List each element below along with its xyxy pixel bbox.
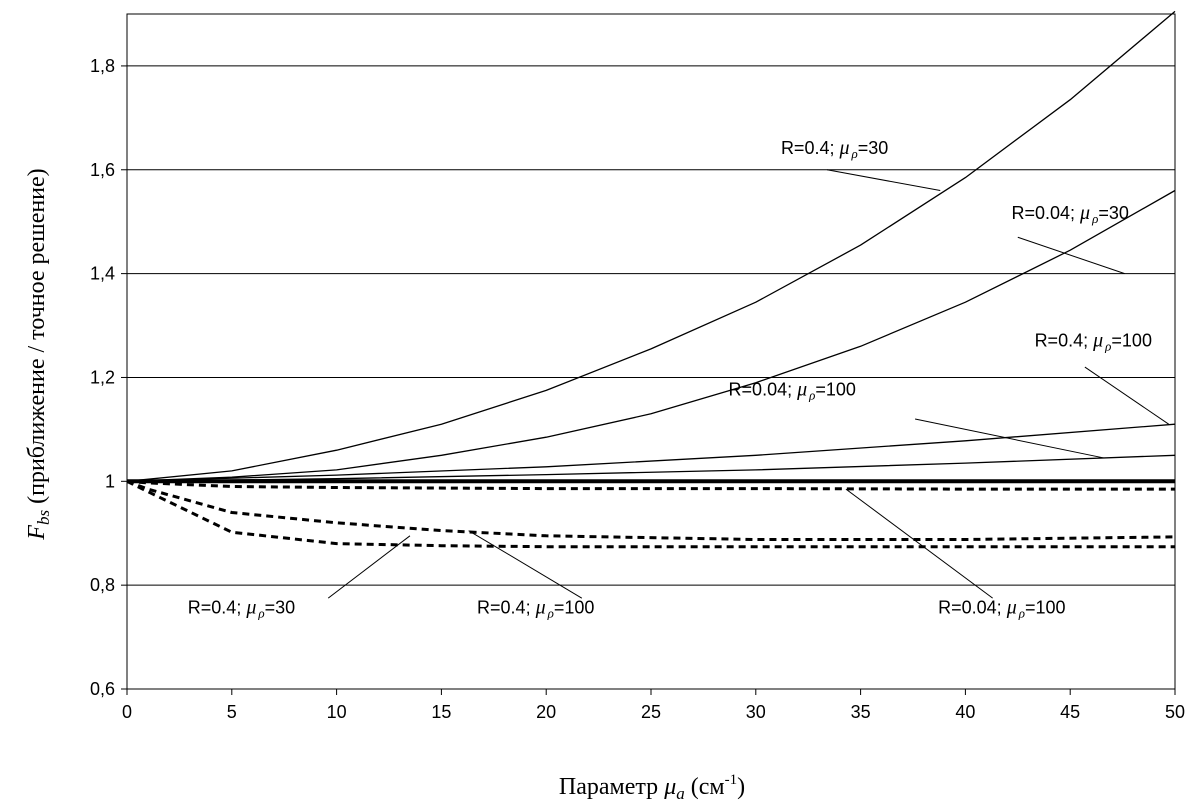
tick-labels: 0,6 0,8 1 1,2 1,4 1,6 1,8 0 5 10 15 20 25 30 35 40 45 50 — [90, 56, 1185, 722]
x-tick-label: 50 — [1165, 702, 1185, 722]
annotation-pointer — [845, 488, 993, 599]
annotation-label: R=0.4; μ ρ=30 — [781, 137, 888, 161]
series-line-6 — [126, 479, 1175, 491]
x-tick-label: 20 — [536, 702, 556, 722]
x-tick-label: 0 — [122, 702, 132, 722]
y-tick-label: 0,6 — [90, 679, 115, 699]
y-tick-label: 1,4 — [90, 264, 115, 284]
x-tick-label: 35 — [851, 702, 871, 722]
series-line-4 — [126, 454, 1176, 482]
annotation-label: R=0.04; μ ρ=30 — [1012, 202, 1129, 226]
series-line-2 — [126, 189, 1176, 482]
grid-lines — [127, 65, 1175, 586]
y-tick-label: 1 — [105, 471, 115, 491]
annotation-pointer — [468, 530, 583, 599]
annotation-pointer — [826, 169, 941, 192]
annotation-label: R=0.04; μ ρ=100 — [938, 597, 1065, 621]
x-tick-label: 10 — [327, 702, 347, 722]
axes — [121, 13, 1176, 695]
x-axis-title: Параметр μa (см-1) — [559, 772, 745, 803]
plot-frame — [126, 13, 1176, 690]
annotation-label: R=0.4; μ ρ=100 — [1035, 329, 1152, 353]
annotations: R=0.4; μ ρ=30 R=0.04; μ ρ=30 R=0.4; μ ρ=100 R=… — [188, 137, 1169, 621]
annotation-pointer — [327, 535, 411, 599]
x-tick-label: 30 — [746, 702, 766, 722]
annotation-label: R=0.4; μ ρ=30 — [188, 597, 295, 621]
y-tick-label: 0,8 — [90, 575, 115, 595]
x-tick-label: 45 — [1060, 702, 1080, 722]
x-tick-label: 15 — [431, 702, 451, 722]
y-tick-label: 1,2 — [90, 367, 115, 387]
series-line-7 — [126, 479, 1176, 541]
y-axis-title: Fbs (приближение / точное решение) — [24, 168, 53, 540]
y-tick-label: 1,8 — [90, 56, 115, 76]
series-line-8 — [126, 479, 1175, 549]
x-tick-label: 5 — [227, 702, 237, 722]
annotation-pointer — [1084, 366, 1169, 425]
series-line-3 — [126, 423, 1176, 482]
annotation-label: R=0.4; μ ρ=100 — [477, 597, 594, 621]
series-group — [126, 10, 1176, 549]
y-tick-label: 1,6 — [90, 160, 115, 180]
series-line-1 — [126, 10, 1176, 482]
annotation-pointer — [1017, 236, 1125, 275]
annotation-label: R=0.04; μ ρ=100 — [729, 379, 856, 403]
x-tick-label: 25 — [641, 702, 661, 722]
annotation-pointer — [914, 418, 1104, 459]
x-tick-label: 40 — [955, 702, 975, 722]
